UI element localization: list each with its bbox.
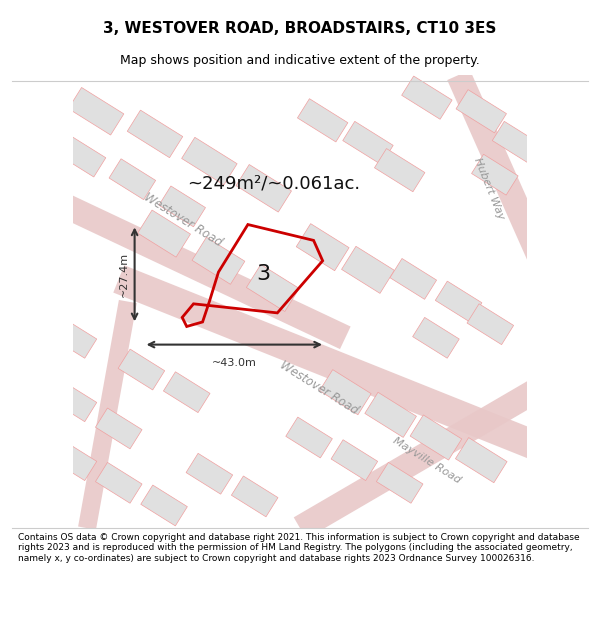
Text: ~249m²/~0.061ac.: ~249m²/~0.061ac.: [187, 175, 360, 192]
Polygon shape: [365, 392, 416, 438]
Polygon shape: [435, 281, 482, 322]
Text: Contains OS data © Crown copyright and database right 2021. This information is : Contains OS data © Crown copyright and d…: [18, 533, 580, 562]
Polygon shape: [137, 210, 190, 257]
Text: Hubert Way: Hubert Way: [472, 156, 506, 221]
Polygon shape: [467, 304, 514, 344]
Polygon shape: [95, 408, 142, 449]
Polygon shape: [182, 138, 237, 185]
Polygon shape: [456, 89, 506, 133]
Polygon shape: [247, 264, 299, 311]
Polygon shape: [186, 453, 233, 494]
Polygon shape: [447, 70, 560, 284]
Polygon shape: [376, 462, 423, 503]
Polygon shape: [113, 265, 577, 474]
Text: ~27.4m: ~27.4m: [119, 252, 129, 297]
Polygon shape: [298, 99, 348, 142]
Polygon shape: [118, 349, 165, 390]
Polygon shape: [410, 415, 462, 460]
Text: 3, WESTOVER ROAD, BROADSTAIRS, CT10 3ES: 3, WESTOVER ROAD, BROADSTAIRS, CT10 3ES: [103, 21, 497, 36]
Polygon shape: [50, 318, 97, 358]
Polygon shape: [141, 485, 187, 526]
Polygon shape: [163, 372, 210, 413]
Polygon shape: [109, 159, 155, 199]
Polygon shape: [95, 462, 142, 503]
Polygon shape: [413, 318, 459, 358]
Polygon shape: [341, 246, 394, 293]
Polygon shape: [472, 154, 518, 195]
Polygon shape: [401, 76, 452, 119]
Polygon shape: [286, 417, 332, 458]
Polygon shape: [50, 440, 97, 481]
Polygon shape: [127, 110, 183, 158]
Polygon shape: [192, 238, 245, 284]
Polygon shape: [294, 359, 578, 539]
Polygon shape: [343, 121, 393, 164]
Polygon shape: [319, 369, 371, 415]
Polygon shape: [236, 164, 292, 212]
Text: 3: 3: [257, 264, 271, 284]
Polygon shape: [78, 300, 137, 530]
Text: Map shows position and indicative extent of the property.: Map shows position and indicative extent…: [120, 54, 480, 67]
Polygon shape: [232, 476, 278, 517]
Text: Mayville Road: Mayville Road: [391, 435, 462, 485]
Polygon shape: [50, 381, 97, 422]
Text: Westover Road: Westover Road: [142, 191, 224, 249]
Text: Westover Road: Westover Road: [277, 358, 361, 417]
Polygon shape: [159, 186, 205, 227]
Polygon shape: [59, 136, 106, 177]
Polygon shape: [455, 438, 507, 483]
Polygon shape: [374, 149, 425, 192]
Polygon shape: [390, 259, 437, 299]
Polygon shape: [23, 177, 350, 349]
Polygon shape: [68, 88, 124, 135]
Polygon shape: [296, 224, 349, 271]
Polygon shape: [331, 440, 377, 481]
Polygon shape: [492, 121, 543, 164]
Text: ~43.0m: ~43.0m: [212, 358, 257, 368]
